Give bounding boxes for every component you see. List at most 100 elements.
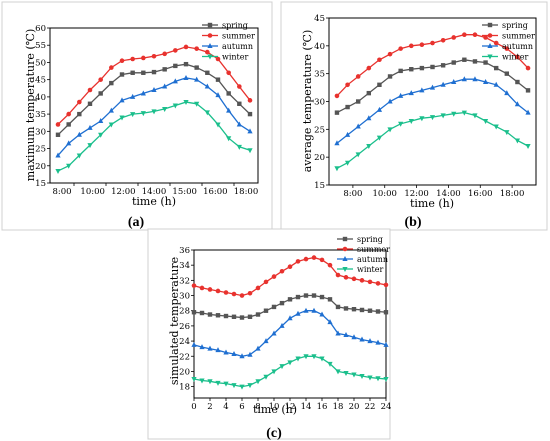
data-point-summer (327, 262, 333, 268)
series-winter (55, 100, 253, 174)
y-axis-label: maximum temperature (℃) (24, 29, 37, 182)
data-point-winter (140, 111, 146, 117)
x-tick-label: 16:00 (468, 189, 493, 199)
series-summer (55, 44, 253, 127)
legend-marker-winter (487, 54, 493, 60)
data-point-summer (215, 56, 221, 62)
data-point-winter (247, 148, 253, 154)
data-point-winter (247, 383, 253, 389)
data-point-autumn (359, 336, 365, 342)
legend-label-spring: spring (357, 235, 383, 244)
legend-label-summer: summer (502, 32, 535, 41)
data-point-spring (383, 310, 389, 315)
data-point-winter (504, 130, 510, 136)
x-tick-label: 16:00 (203, 187, 228, 197)
legend-label-spring: spring (222, 21, 248, 30)
data-point-winter (130, 112, 136, 118)
data-point-autumn (130, 93, 136, 99)
data-point-autumn (295, 310, 301, 316)
data-point-spring (483, 60, 488, 65)
data-point-spring (173, 63, 178, 69)
x-tick-label: 10:00 (80, 187, 105, 197)
data-point-spring (303, 293, 309, 298)
x-tick-label: 0 (191, 402, 196, 412)
data-point-spring (515, 79, 520, 85)
data-point-autumn (344, 131, 351, 137)
data-point-summer (194, 46, 199, 51)
series-autumn (334, 76, 531, 146)
data-point-summer (162, 51, 167, 57)
data-point-autumn (482, 79, 489, 85)
y-tick-label: 50 (35, 58, 46, 68)
x-axis-label: time (h) (253, 403, 297, 416)
x-tick-label: 8 (255, 402, 260, 412)
chart-b: 15 20 25 30 35 40 45 8:00 10:00 12:00 14:00 16:00 18… (301, 14, 537, 210)
data-point-summer (472, 32, 478, 37)
data-point-winter (493, 124, 499, 130)
data-point-spring (375, 309, 381, 314)
data-point-summer (237, 84, 242, 89)
data-point-winter (263, 374, 269, 380)
data-point-spring (239, 315, 245, 320)
x-tick-label: 14:00 (142, 187, 167, 197)
data-point-spring (398, 68, 403, 74)
data-point-autumn (55, 152, 61, 158)
data-point-autumn (525, 109, 531, 115)
data-point-autumn (334, 140, 340, 146)
y-tick-label: 22 (179, 352, 190, 362)
data-point-spring (409, 67, 414, 72)
data-point-winter (376, 135, 383, 141)
x-tick-label: 6 (239, 402, 244, 412)
data-point-summer (223, 290, 229, 295)
data-point-spring (199, 310, 205, 316)
data-point-autumn (87, 124, 93, 130)
data-point-summer (440, 37, 446, 43)
legend-marker-spring (342, 236, 348, 242)
data-point-summer (183, 44, 189, 50)
data-point-autumn (355, 123, 361, 129)
data-point-summer (387, 51, 393, 57)
data-point-spring (151, 69, 157, 75)
y-axis-label: average temperature (℃) (301, 30, 314, 173)
series-autumn (55, 74, 253, 158)
data-point-winter (239, 384, 245, 390)
data-point-spring (493, 65, 499, 71)
data-point-winter (172, 103, 178, 109)
data-point-autumn (255, 345, 261, 351)
data-point-spring (255, 312, 261, 317)
series-winter (191, 354, 389, 390)
x-tick-label: 10:00 (372, 189, 397, 199)
data-point-winter (66, 163, 72, 169)
y-tick-label: 35 (35, 110, 46, 120)
data-point-winter (367, 375, 373, 381)
series-spring (334, 57, 531, 115)
data-point-spring (215, 313, 221, 318)
data-point-autumn (398, 92, 404, 98)
y-tick-label: 20 (179, 367, 190, 377)
series-spring (55, 61, 253, 137)
data-point-spring (525, 88, 531, 93)
data-point-summer (430, 40, 435, 46)
x-tick-label: 12 (285, 402, 296, 412)
data-point-spring (387, 74, 393, 79)
data-point-spring (87, 101, 93, 106)
x-tick-label: 8:00 (52, 187, 71, 197)
data-point-winter (199, 378, 205, 384)
data-point-summer (207, 287, 213, 292)
data-point-spring (237, 101, 242, 106)
data-point-spring (119, 72, 125, 77)
x-tick-label: 12:00 (404, 189, 429, 199)
data-point-spring (311, 293, 317, 298)
x-tick-label: 8:00 (343, 189, 362, 199)
data-point-autumn (162, 83, 168, 89)
data-point-autumn (327, 319, 333, 325)
data-point-spring (343, 306, 349, 311)
x-tick-label: 24 (381, 402, 392, 412)
data-point-summer (493, 40, 499, 46)
legend-label-winter: winter (502, 53, 529, 62)
x-tick-label: 10 (269, 402, 280, 412)
data-point-spring (231, 314, 237, 319)
data-point-winter (231, 383, 237, 389)
data-point-winter (271, 369, 277, 375)
